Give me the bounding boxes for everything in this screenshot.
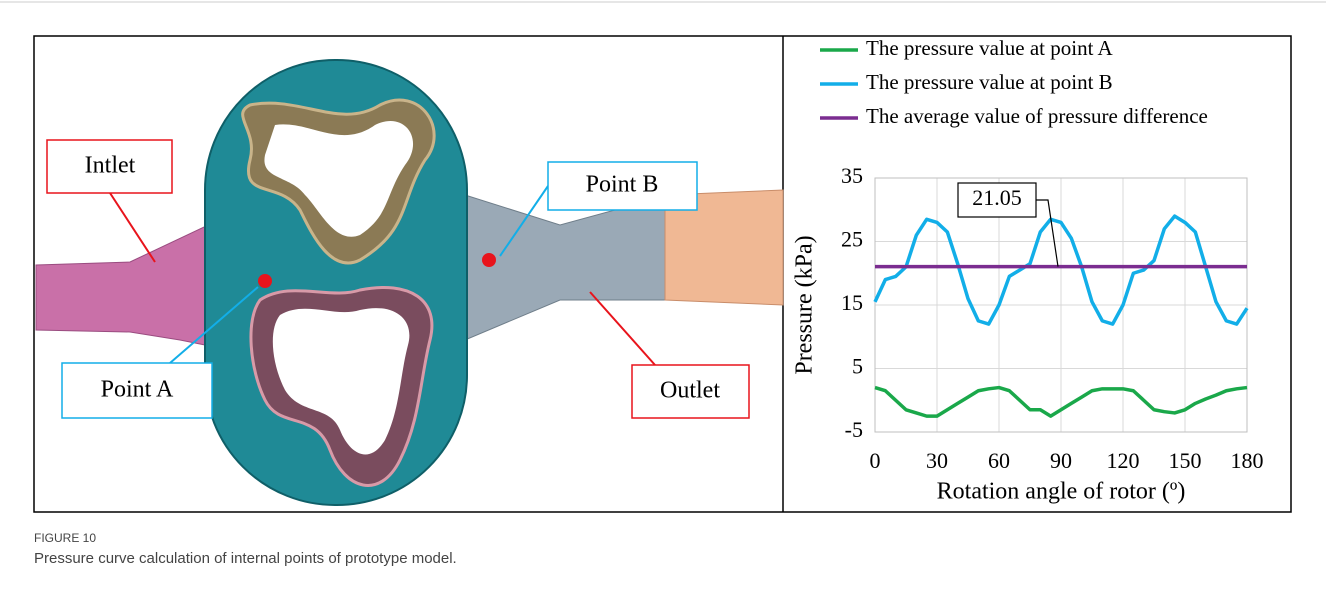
- annotation-label: 21.05: [972, 185, 1022, 210]
- y-tick-label: 5: [852, 354, 863, 379]
- caption-label: FIGURE 10: [34, 531, 96, 545]
- legend-label: The pressure value at point A: [866, 36, 1114, 60]
- inlet-box: [46, 139, 173, 194]
- upper-rotor-void: [264, 120, 414, 237]
- point-b-box: [547, 161, 698, 211]
- y-axis-label: Pressure (kPa): [792, 235, 818, 374]
- x-tick-label: 30: [926, 448, 948, 473]
- x-tick-label: 90: [1050, 448, 1072, 473]
- inlet-label: Intlet: [85, 153, 136, 179]
- x-tick-label: 60: [988, 448, 1010, 473]
- y-tick-label: 15: [841, 290, 863, 315]
- callouts: Intlet Point B Point A Outlet: [46, 139, 750, 419]
- legend-label: The average value of pressure difference: [866, 104, 1208, 128]
- outlet-label: Outlet: [660, 378, 720, 404]
- legend-label: The pressure value at point B: [866, 70, 1113, 94]
- annotation-leader: [1036, 199, 1059, 267]
- x-tick-label: 180: [1231, 448, 1264, 473]
- caption-text: Pressure curve calculation of internal p…: [34, 550, 457, 567]
- x-tick-label: 150: [1169, 448, 1202, 473]
- figure-frame: [33, 35, 1292, 513]
- outlet-box: [631, 364, 750, 419]
- x-tick-label: 120: [1107, 448, 1140, 473]
- x-axis-label: Rotation angle of rotor (º): [937, 479, 1186, 505]
- point-b-label: Point B: [586, 172, 659, 198]
- inlet-arrow: [109, 192, 156, 263]
- lower-rotor-void: [272, 308, 410, 455]
- point-b-arrow: [499, 185, 549, 257]
- y-tick-label: 25: [841, 227, 863, 252]
- outlet-pipe: [464, 194, 671, 341]
- plot-frame: [874, 177, 1248, 433]
- outlet-arrow: [589, 291, 656, 366]
- x-tick-label: 0: [870, 448, 881, 473]
- outlet-extension: [664, 189, 784, 306]
- pump-model: [35, 59, 784, 506]
- y-tick-label: 35: [841, 163, 863, 188]
- point-a-label: Point A: [101, 377, 174, 403]
- point-a-marker: [258, 274, 272, 288]
- y-tick-label: -5: [845, 417, 863, 442]
- point-b-marker: [482, 253, 496, 267]
- annotation-box: [957, 182, 1037, 218]
- line-chart: -5 5 15 25 35 0 30 60 90 120 150 180 Rotation angle …: [792, 36, 1264, 505]
- series-line: [874, 385, 1248, 418]
- point-a-box: [61, 362, 213, 419]
- series-line: [873, 214, 1249, 326]
- point-a-arrow: [169, 286, 259, 364]
